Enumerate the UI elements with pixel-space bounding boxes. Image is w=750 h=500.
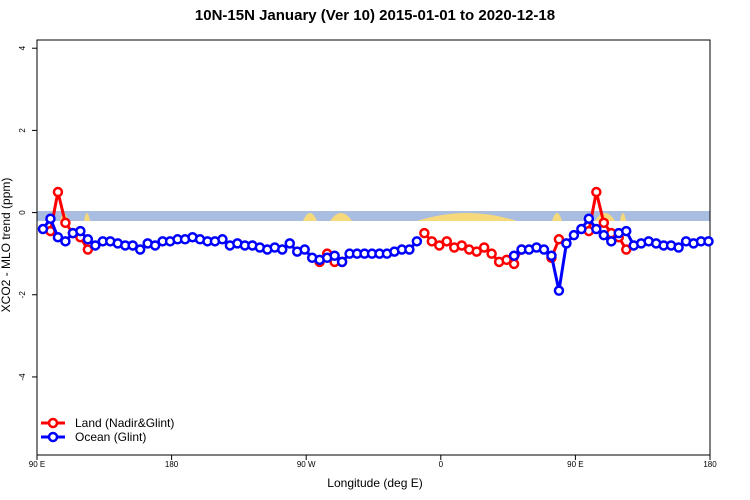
data-point bbox=[404, 244, 415, 255]
data-point bbox=[576, 223, 587, 235]
data-point bbox=[703, 236, 714, 247]
data-point bbox=[620, 244, 632, 255]
data-point bbox=[568, 229, 580, 241]
x-tick-label: 90 E bbox=[29, 460, 45, 469]
data-point bbox=[598, 229, 610, 241]
data-point bbox=[82, 244, 94, 255]
data-point bbox=[606, 236, 617, 247]
data-point bbox=[620, 225, 632, 237]
data-point bbox=[75, 225, 86, 237]
ocean-band bbox=[37, 211, 710, 221]
data-point bbox=[419, 227, 430, 239]
data-point bbox=[411, 236, 423, 247]
data-point bbox=[277, 244, 288, 255]
data-point bbox=[486, 248, 497, 259]
land-shape bbox=[303, 213, 317, 221]
data-point bbox=[52, 231, 64, 243]
land-shape bbox=[84, 213, 90, 221]
data-point bbox=[538, 244, 550, 255]
plot-frame bbox=[36, 39, 711, 456]
legend-marker bbox=[47, 417, 59, 429]
y-tick-label: -4 bbox=[18, 373, 27, 381]
data-point bbox=[60, 217, 71, 229]
x-tick-label: 180 bbox=[703, 460, 717, 469]
data-point bbox=[591, 186, 602, 198]
land-shape bbox=[330, 213, 352, 221]
data-point bbox=[478, 242, 490, 253]
data-point bbox=[426, 236, 438, 247]
data-point bbox=[508, 250, 520, 261]
data-point bbox=[37, 223, 49, 235]
data-point bbox=[329, 250, 340, 261]
data-point bbox=[127, 240, 138, 251]
data-point bbox=[673, 242, 684, 253]
data-point bbox=[82, 234, 94, 245]
y-axis-label: XCO2 - MLO trend (ppm) bbox=[0, 178, 13, 313]
x-tick-label: 0 bbox=[439, 460, 444, 469]
land-shape bbox=[595, 213, 615, 221]
chart-title: 10N-15N January (Ver 10) 2015-01-01 to 2… bbox=[195, 7, 555, 24]
x-tick-label: 90 W bbox=[297, 460, 316, 469]
data-point bbox=[149, 240, 161, 251]
legend-label: Land (Nadir&Glint) bbox=[75, 416, 174, 430]
data-point bbox=[284, 238, 295, 249]
data-point bbox=[471, 246, 482, 257]
data-point bbox=[546, 250, 557, 261]
y-tick-label: -2 bbox=[18, 291, 27, 299]
y-tick-label: 4 bbox=[18, 45, 27, 50]
land-shape bbox=[552, 213, 562, 221]
legend-marker bbox=[47, 431, 59, 443]
data-point bbox=[336, 256, 348, 268]
data-point bbox=[583, 213, 595, 224]
data-point bbox=[598, 217, 610, 229]
data-point bbox=[508, 258, 520, 270]
x-axis-label: Longitude (deg E) bbox=[327, 476, 422, 490]
data-point bbox=[90, 240, 101, 251]
data-point bbox=[434, 240, 445, 251]
data-point bbox=[134, 244, 146, 255]
data-point bbox=[591, 223, 602, 235]
data-point bbox=[45, 213, 56, 224]
y-tick-label: 0 bbox=[18, 210, 27, 215]
data-point bbox=[501, 254, 512, 266]
data-point bbox=[52, 186, 64, 198]
data-point bbox=[456, 240, 467, 251]
y-tick-label: 2 bbox=[18, 128, 27, 133]
data-point bbox=[217, 234, 228, 245]
data-point bbox=[60, 236, 71, 247]
x-tick-label: 180 bbox=[165, 460, 179, 469]
data-point bbox=[299, 244, 310, 255]
land-shape bbox=[417, 213, 517, 221]
x-tick-label: 90 E bbox=[567, 460, 583, 469]
data-point bbox=[553, 234, 565, 245]
data-point bbox=[441, 236, 453, 247]
legend-label: Ocean (Glint) bbox=[75, 430, 146, 444]
land-mask-band bbox=[37, 211, 710, 221]
data-point bbox=[553, 285, 565, 296]
data-point bbox=[561, 238, 572, 249]
land-shape bbox=[620, 213, 626, 221]
